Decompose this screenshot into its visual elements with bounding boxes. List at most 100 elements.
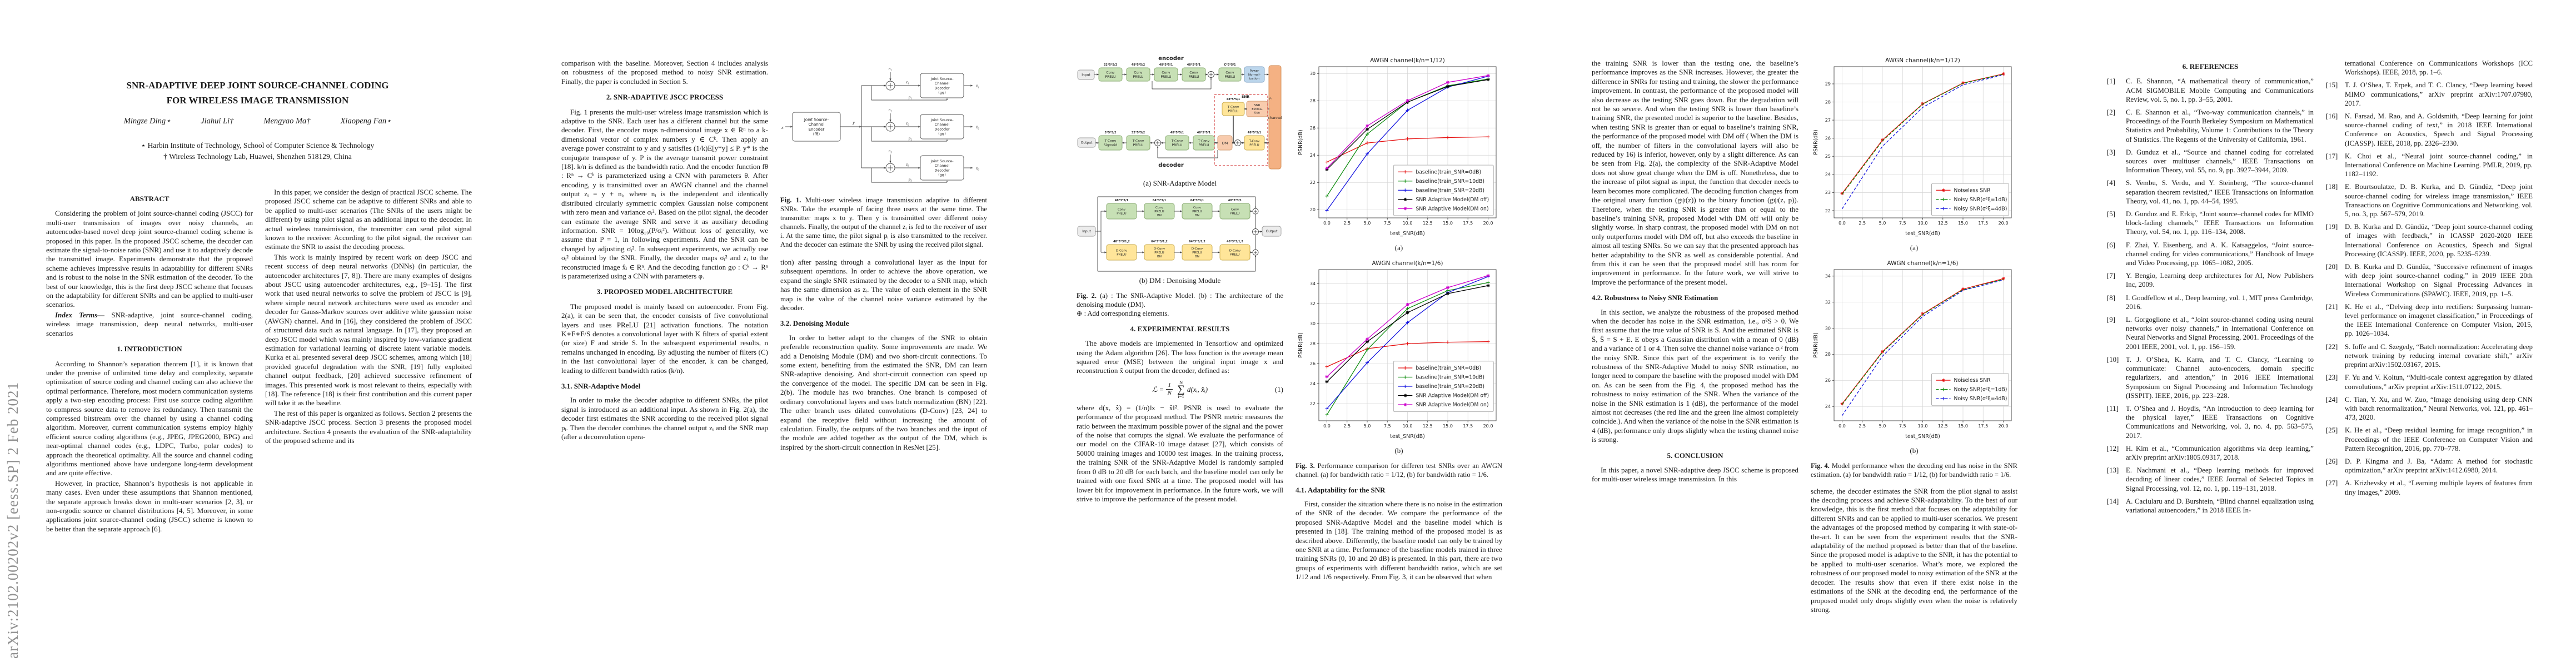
diagram-label: zᵢ: [1265, 138, 1267, 141]
fig3-caption: Fig. 3. Performance comparison for diffe…: [1296, 461, 1503, 479]
fig2b-dconv: BN: [1157, 255, 1162, 258]
affiliation-2: † Wireless Technology Lab, Huawei, Shenz…: [163, 152, 352, 161]
diagram-label: 28: [1310, 98, 1316, 103]
intro-paragraph: According to Shannon’s separation theore…: [46, 359, 253, 477]
fig2a-power-norm: ization: [1249, 77, 1260, 81]
fig1-decoder-box: Decoder: [934, 86, 950, 90]
fig1-decoder-box: (gφ): [938, 172, 946, 177]
fig2a-tconv-first: T-Conv: [1249, 140, 1260, 143]
page-5: 6. REFERENCES [1] C. E. Shannon, “A mathe…: [2061, 0, 2576, 667]
diagram-label: p₃: [908, 177, 913, 182]
diagram-label: z₁: [905, 80, 909, 84]
chart-series: [1841, 278, 2004, 405]
author: Jiahui Li†: [201, 117, 234, 126]
line-chart: 0.0 2.5 5.0 7.5 10.0 12.5 15.0 17.5 20.0 20 22 24 26…: [1298, 57, 1497, 237]
diagram-label: encoder: [1158, 56, 1184, 62]
diagram-label: 20.0: [1999, 221, 2009, 226]
diagram-label: 26: [1825, 378, 1831, 383]
fig3b-sublabel: (b): [1394, 446, 1403, 455]
fig2a-tconv: PRELU: [1133, 143, 1143, 147]
fig2a-snr-estimation: tion: [1254, 112, 1260, 115]
diagram-label: 32*5*5/2: [1132, 131, 1145, 135]
section-1-heading: 1. INTRODUCTION: [117, 345, 182, 354]
fig1-encoder-box: Encoder: [809, 127, 825, 132]
body-paragraph: In order to make the decoder adaptive to…: [561, 396, 768, 441]
title-line-1: SNR-ADAPTIVE DEEP JOINT SOURCE-CHANNEL C…: [126, 80, 389, 91]
legend-entry: Noisy SNR(σ²ξ=1dB): [1954, 386, 2007, 392]
fig4b-sublabel: (b): [1910, 446, 1919, 455]
reference-item: [11] T. O’Shea and J. Hoydis, “An introdu…: [2107, 404, 2314, 440]
fig2a-conv: PRELU: [1160, 75, 1171, 79]
diagram-label: C*5*5/1: [1224, 63, 1236, 67]
fig1-decoder-box: Channel: [935, 81, 950, 86]
diagram-label: 48*5*5/1: [1227, 98, 1240, 101]
diagram-label: 12.5: [1938, 221, 1948, 226]
fig2a-conv: PRELU: [1224, 75, 1235, 79]
diagram-label: 48*5*5/1: [1248, 131, 1262, 135]
diagram-label: z₂: [905, 121, 909, 126]
fig2a-snr-tconv: PRELU: [1228, 109, 1238, 113]
fig2a-output: Output: [1081, 141, 1093, 145]
fig1-decoder-box: Decoder: [934, 168, 950, 172]
intro-paragraph: However, in practice, Shannon’s hypothes…: [46, 479, 253, 533]
reference-item: [5] D. Gunduz and E. Erkip, “Joint source…: [2107, 210, 2314, 236]
reference-item: [6] F. Zhai, Y. Eisenberg, and A. K. Kats…: [2107, 241, 2314, 267]
diagram-label: p₁: [908, 95, 912, 99]
reference-item: [18] E. Bourtsoulatze, D. B. Kurka, and D…: [2326, 183, 2533, 218]
body-paragraph: tion) after passing through a convolutio…: [780, 258, 987, 312]
chart-title: AWGN channel(k/n=1/6): [1372, 260, 1443, 267]
diagram-label: 12.5: [1938, 424, 1948, 429]
fig2b-conv: PRELU: [1154, 210, 1164, 213]
diagram-label: 48*3*3/1: [1115, 199, 1129, 202]
fig2-caption: Fig. 2. (a) : The SNR-Adaptive Model. (b…: [1077, 291, 1284, 317]
legend-entry: baseline(train_SNR=10dB): [1416, 374, 1484, 380]
fig2b-output: Output: [1266, 230, 1278, 234]
chart-ylabel: PSNR(dB): [1298, 332, 1304, 357]
legend-entry: Noiseless SNR: [1954, 377, 1991, 384]
abstract-text: Considering the problem of joint source-…: [46, 209, 253, 309]
chart-xlabel: test_SNR(dB): [1390, 231, 1425, 237]
reference-item: [2] C. E. Shannon et al., “Two-way commun…: [2107, 108, 2314, 143]
fig2b-input: Input: [1082, 230, 1091, 234]
reference-continuation: ternational Conference on Communications…: [2345, 59, 2533, 77]
diagram-label: 12.5: [1423, 221, 1433, 226]
author: Xiaopeng Fan⋆: [340, 117, 392, 126]
diagram-label: 48*3*3/1,2: [1227, 240, 1243, 243]
fig2b-dconv: PRELU: [1192, 251, 1202, 255]
intro-paragraph: In this paper, we consider the design of…: [265, 188, 472, 251]
fig2a-tconv: PRELU: [1172, 143, 1182, 147]
diagram-label: 64*3*3/1: [1153, 199, 1167, 202]
page3-right-column: 0.0 2.5 5.0 7.5 10.0 12.5 15.0 17.5 20.0 20 22 24 26…: [1296, 56, 1502, 583]
diagram-label: 48*5*5/1: [1159, 63, 1173, 67]
diagram-label: 30: [1310, 321, 1316, 326]
body-paragraph: In this paper, a novel SNR-adaptive deep…: [1592, 466, 1798, 484]
fig2a-tconv: PRELU: [1198, 143, 1209, 147]
reference-item: [9] L. Gorgoglione et al., “Joint source-…: [2107, 316, 2314, 351]
intro-paragraph: This work is mainly inspired by recent w…: [265, 252, 472, 407]
reference-item: [27] A. Krizhevsky et al., “Learning mult…: [2326, 479, 2533, 496]
diagram-label: 26: [1310, 126, 1316, 131]
chart-legend: [1931, 183, 2009, 216]
diagram-label: 32: [1825, 300, 1831, 305]
fig2a-snr-tconv: T-Conv: [1227, 105, 1239, 109]
section-3-1-heading: 3.1. SNR-Adaptive Model: [561, 382, 641, 390]
diagram-label: 26: [1310, 361, 1316, 366]
fig2b-diagram: Input Output Conv PRELU 48*3*3/1 D-Conv PRELU 4…: [1077, 196, 1282, 272]
fig3b-chart: 0.0 2.5 5.0 7.5 10.0 12.5 15.0 17.5 20.0 22 24 26 28…: [1296, 258, 1502, 444]
diagram-label: 25: [1825, 154, 1831, 159]
diagram-label: 64*3*3/1,2: [1189, 240, 1205, 243]
fig1-encoder-box: (fθ): [813, 132, 820, 136]
page3-left-column: encoder Input Conv PRELU 32*5*5/2 Conv PRELU 48…: [1077, 53, 1283, 505]
diagram-label: 5.0: [1364, 424, 1371, 429]
references-heading: 6. REFERENCES: [2182, 62, 2239, 71]
diagram-label: 17.5: [1978, 424, 1988, 429]
diagram-label: 28: [1310, 341, 1316, 346]
fig2a-tconv: Sigmoid: [1104, 143, 1117, 147]
fig2b-conv: Conv: [1193, 206, 1202, 210]
diagram-label: 15.0: [1958, 221, 1968, 226]
diagram-label: 2.5: [1343, 221, 1351, 226]
diagram-label: SNR: [1242, 95, 1249, 99]
page4-left-column: the training SNR is lower than the testi…: [1592, 59, 1798, 485]
fig2b-dconv: D-Conv: [1229, 250, 1241, 253]
arxiv-watermark: arXiv:2102.00202v2 [eess.SP] 2 Feb 2021: [4, 382, 21, 659]
